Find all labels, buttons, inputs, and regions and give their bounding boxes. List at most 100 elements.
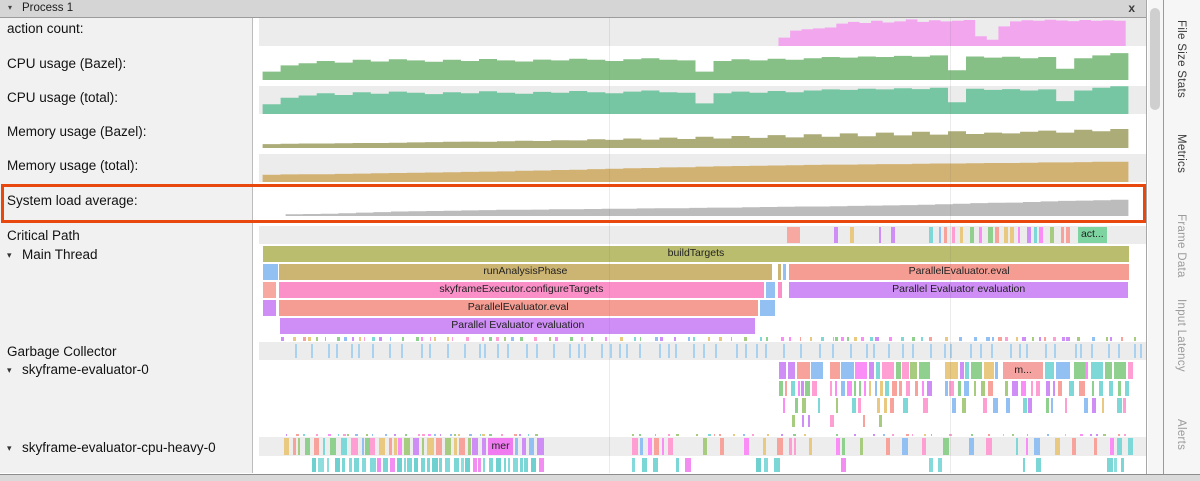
slice: [1095, 434, 1098, 436]
slice-parallel-evaluator-evaluation[interactable]: Parallel Evaluator evaluation: [789, 282, 1129, 298]
slice-runanalysisphase[interactable]: runAnalysisPhase: [278, 264, 773, 280]
slice: [483, 458, 486, 472]
slice: [465, 337, 470, 341]
slice-m[interactable]: m...: [1003, 362, 1044, 379]
slice: [1109, 438, 1114, 455]
slice: [789, 337, 791, 341]
slice: [937, 458, 942, 472]
slice: [422, 434, 425, 436]
slice: [530, 458, 537, 472]
slice: [820, 337, 824, 341]
vertical-scrollbar-thumb[interactable]: [1150, 8, 1160, 110]
slice: [385, 434, 387, 436]
slice: [793, 438, 796, 455]
slice: [788, 438, 792, 455]
track-cpu-usage-bazel[interactable]: [259, 52, 1146, 80]
track-garbage-collector[interactable]: [259, 342, 1146, 360]
track-memory-usage-total[interactable]: [259, 154, 1146, 182]
slice: [855, 362, 868, 379]
slice: [454, 458, 460, 472]
track-action-count[interactable]: [259, 18, 1146, 46]
track-system-load-average[interactable]: [259, 188, 1146, 216]
track-main-thread-0[interactable]: buildTargets: [259, 245, 1146, 263]
tab-alerts[interactable]: Alerts: [1175, 419, 1187, 451]
track-skyframe-evaluator-cpu-heavy-0-r0[interactable]: mer: [259, 437, 1146, 456]
slice: [791, 415, 795, 427]
gc-tick: [601, 344, 604, 358]
slice: [397, 438, 402, 455]
slice: [427, 438, 435, 455]
slice-act[interactable]: act...: [1077, 227, 1107, 243]
slice: [1004, 227, 1008, 243]
track-main-thread-micro[interactable]: [259, 336, 1146, 342]
row-label-text: Garbage Collector: [7, 344, 117, 359]
collapse-arrow-icon[interactable]: ▾: [7, 250, 12, 260]
row-label-main-thread[interactable]: ▾ Main Thread: [7, 247, 98, 262]
slice-mer[interactable]: mer: [488, 438, 513, 455]
slice: [382, 458, 389, 472]
slice: [1004, 381, 1008, 396]
slice: [918, 362, 931, 379]
close-icon[interactable]: x: [1128, 1, 1135, 15]
track-skyframe-evaluator-0-r2[interactable]: [259, 397, 1146, 414]
slice: [366, 434, 369, 436]
track-main-thread-4[interactable]: Parallel Evaluator evaluation: [259, 317, 1146, 335]
slice: [1002, 434, 1004, 436]
gc-tick: [583, 344, 586, 358]
slice: [534, 337, 538, 341]
collapse-arrow-icon[interactable]: ▾: [7, 443, 12, 453]
collapse-arrow-icon[interactable]: ▾: [7, 365, 12, 375]
slice: [439, 434, 442, 436]
slice-parallelevaluator-eval[interactable]: ParallelEvaluator.eval: [789, 264, 1130, 280]
track-cpu-usage-total[interactable]: [259, 86, 1146, 114]
slice: [1121, 337, 1124, 341]
slice-skyframeexecutor-configuretargets[interactable]: skyframeExecutor.configureTargets: [278, 282, 765, 298]
tab-frame-data[interactable]: Frame Data: [1175, 214, 1187, 278]
gc-tick: [357, 344, 360, 358]
row-label-text: System load average:: [7, 193, 138, 208]
tab-metrics[interactable]: Metrics: [1175, 134, 1187, 174]
slice: [763, 458, 769, 472]
slice: [879, 415, 883, 427]
slice: [920, 337, 924, 341]
process-collapse-arrow-icon[interactable]: ▾: [8, 3, 13, 12]
slice-parallel-evaluator-evaluation[interactable]: Parallel Evaluator evaluation: [280, 318, 756, 334]
track-skyframe-evaluator-0-r1[interactable]: [259, 380, 1146, 397]
slice: [930, 434, 933, 436]
slice-parallelevaluator-eval[interactable]: ParallelEvaluator.eval: [278, 300, 758, 316]
track-critical-path[interactable]: act...: [259, 226, 1146, 244]
tab-file-size-stats[interactable]: File Size Stats: [1175, 20, 1187, 98]
track-main-thread-2[interactable]: skyframeExecutor.configureTargets Paralle…: [259, 281, 1146, 299]
slice: [370, 458, 376, 472]
slice: [962, 398, 966, 413]
slice-buildtargets[interactable]: buildTargets: [262, 246, 1130, 262]
slice: [857, 398, 862, 413]
track-skyframe-evaluator-0-r0[interactable]: m...: [259, 361, 1146, 380]
track-main-thread-1[interactable]: runAnalysisPhase ParallelEvaluator.eval: [259, 263, 1146, 281]
slice: [795, 398, 798, 413]
row-label-skyframe-evaluator-cpu-heavy-0[interactable]: ▾ skyframe-evaluator-cpu-heavy-0: [7, 440, 216, 455]
slice: [1117, 381, 1122, 396]
track-main-thread-3[interactable]: ParallelEvaluator.eval: [259, 299, 1146, 317]
gc-tick: [626, 344, 628, 358]
slice: [318, 458, 324, 472]
track-skyframe-evaluator-cpu-heavy-0-micro[interactable]: [259, 433, 1146, 437]
slice: [863, 381, 867, 396]
slice: [901, 438, 909, 455]
slice: [802, 415, 805, 427]
row-label-text: Memory usage (total):: [7, 158, 139, 173]
slice: [334, 458, 341, 472]
track-skyframe-evaluator-0-r3[interactable]: [259, 414, 1146, 428]
track-skyframe-evaluator-cpu-heavy-0-r1[interactable]: [259, 457, 1146, 473]
horizontal-scrollbar[interactable]: [0, 474, 1200, 481]
gc-tick: [578, 344, 581, 358]
slice: [1128, 438, 1133, 455]
vertical-scrollbar[interactable]: [1148, 0, 1163, 474]
slice: [759, 300, 775, 316]
tab-input-latency[interactable]: Input Latency: [1175, 299, 1187, 372]
slice: [426, 458, 430, 472]
row-label-text: Memory usage (Bazel):: [7, 124, 147, 139]
track-memory-usage-bazel[interactable]: [259, 120, 1146, 148]
row-label-skyframe-evaluator-0[interactable]: ▾ skyframe-evaluator-0: [7, 362, 149, 377]
slice: [1080, 434, 1083, 436]
